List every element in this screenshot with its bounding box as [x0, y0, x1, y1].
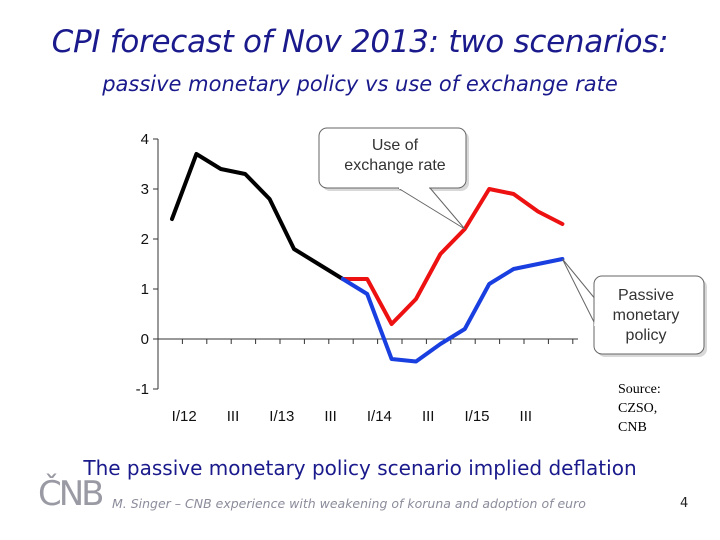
callout-passive-line: monetary [612, 307, 680, 324]
callout-passive-seam [594, 299, 598, 327]
conclusion-text: The passive monetary policy scenario imp… [83, 456, 637, 480]
series-line-1 [340, 187, 565, 326]
x-tick-label: III [324, 408, 337, 425]
callout-exchange-rate-box [318, 127, 467, 189]
slide-subtitle: passive monetary policy vs use of exchan… [102, 72, 618, 96]
callout-passive-box [593, 275, 705, 355]
x-tick-label: III [520, 408, 533, 425]
source-note: Source: CZSO, CNB [618, 380, 698, 437]
y-tick-label: 0 [141, 331, 149, 348]
callout-passive-text: Passive monetary policy [596, 286, 696, 346]
y-tick-label: 3 [141, 181, 149, 198]
y-tick-label: 1 [141, 281, 149, 298]
y-tick-label: -1 [136, 381, 149, 398]
x-tick-label: III [227, 408, 240, 425]
series-line-2 [340, 257, 565, 364]
footer-text: M. Singer – CNB experience with weakenin… [112, 496, 586, 511]
source-line: Source: [618, 382, 661, 397]
callout-exchange-rate-tail [397, 187, 466, 230]
callout-passive-line: policy [625, 327, 667, 344]
page-number: 4 [680, 496, 689, 511]
y-tick-label: 2 [141, 231, 149, 248]
slide-title: CPI forecast of Nov 2013: two scenarios: [51, 24, 669, 60]
callout-exchange-rate-line: Use of [371, 137, 419, 154]
series-line-0 [170, 152, 345, 281]
x-tick-label: I/14 [367, 408, 392, 425]
callout-exchange-rate-text: Use of exchange rate [322, 136, 468, 176]
x-tick-label: I/12 [172, 408, 197, 425]
y-tick-label: 4 [141, 131, 149, 148]
x-tick-label: III [422, 408, 435, 425]
callout-passive-tail [561, 258, 597, 327]
callout-passive-line: Passive [617, 287, 675, 304]
x-tick-label: I/13 [269, 408, 294, 425]
callout-exchange-rate-line: exchange rate [344, 157, 446, 174]
source-line: CNB [618, 420, 647, 435]
source-line: CZSO, [618, 401, 658, 416]
cnb-logo: ČNB [38, 474, 104, 514]
x-tick-label: I/15 [464, 408, 489, 425]
